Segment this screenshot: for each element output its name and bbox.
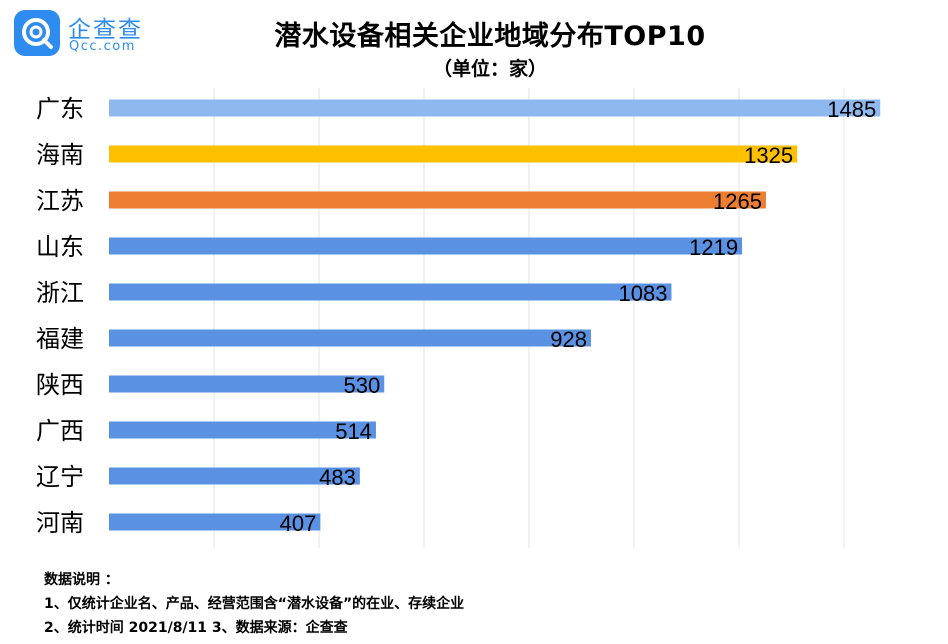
category-label: 浙江	[36, 279, 84, 307]
notes-line-2: 2、统计时间 2021/8/11 3、数据来源：企查查	[44, 620, 348, 636]
bar	[109, 513, 321, 531]
logo-name: 企查查	[68, 17, 143, 43]
qcc-logo-icon	[14, 10, 60, 56]
data-label: 483	[319, 465, 356, 490]
data-label: 1219	[689, 235, 738, 260]
bar	[109, 375, 385, 393]
category-label: 海南	[36, 141, 84, 169]
bar	[109, 145, 798, 163]
category-label: 陕西	[36, 371, 84, 399]
data-label: 1083	[618, 281, 667, 306]
bar	[109, 99, 881, 117]
category-label: 辽宁	[36, 463, 84, 491]
data-label: 514	[335, 419, 372, 444]
category-label: 广东	[36, 95, 84, 123]
bar-chart: 广东 1485 海南 1325 江苏 1265 山东 1219 浙江 1083 福建 928 陕西 530…	[36, 88, 881, 548]
bar	[109, 191, 766, 209]
category-label: 河南	[36, 509, 84, 537]
bar	[109, 467, 360, 485]
notes-heading: 数据说明 ：	[44, 572, 119, 588]
bar	[109, 237, 743, 255]
bar	[109, 421, 376, 439]
data-label: 407	[280, 511, 317, 536]
bar	[109, 283, 672, 301]
data-label: 1265	[713, 189, 762, 214]
category-label: 福建	[36, 325, 84, 353]
logo: 企查查 Qcc.com	[14, 8, 164, 60]
category-label: 江苏	[36, 187, 84, 215]
bar	[109, 329, 591, 347]
data-label: 1485	[827, 97, 876, 122]
chart-title: 潜水设备相关企业地域分布TOP10	[274, 21, 706, 52]
data-label: 928	[550, 327, 587, 352]
chart-unit: （单位：家）	[432, 58, 547, 80]
data-label: 530	[344, 373, 381, 398]
logo-domain: Qcc.com	[69, 39, 136, 54]
category-label: 山东	[36, 233, 84, 261]
data-notes: 数据说明 ： 1、仅统计企业名、产品、经营范围含“潜水设备”的在业、存续企业 2…	[44, 568, 464, 640]
data-label: 1325	[744, 143, 793, 168]
category-label: 广西	[36, 417, 84, 445]
notes-line-1: 1、仅统计企业名、产品、经营范围含“潜水设备”的在业、存续企业	[44, 596, 465, 612]
